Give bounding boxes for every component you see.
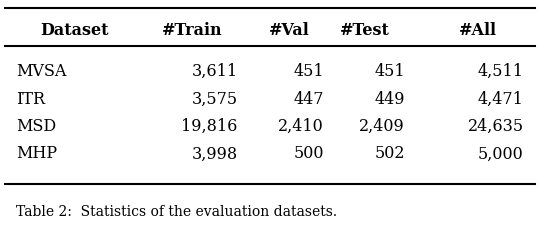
Text: 451: 451 [374,63,405,80]
Text: #Test: #Test [340,22,389,39]
Text: 3,611: 3,611 [192,63,238,80]
Text: #All: #All [459,22,497,39]
Text: MHP: MHP [16,145,57,162]
Text: #Train: #Train [161,22,222,39]
Text: 19,816: 19,816 [181,118,238,134]
Text: 5,000: 5,000 [478,145,524,162]
Text: 3,998: 3,998 [192,145,238,162]
Text: 447: 447 [294,90,324,107]
Text: MSD: MSD [16,118,56,134]
Text: 449: 449 [375,90,405,107]
Text: 502: 502 [375,145,405,162]
Text: 24,635: 24,635 [468,118,524,134]
Text: Dataset: Dataset [40,22,109,39]
Text: 4,511: 4,511 [478,63,524,80]
Text: Table 2:  Statistics of the evaluation datasets.: Table 2: Statistics of the evaluation da… [16,204,338,218]
Text: MVSA: MVSA [16,63,66,80]
Text: 2,409: 2,409 [359,118,405,134]
Text: 4,471: 4,471 [478,90,524,107]
Text: 3,575: 3,575 [192,90,238,107]
Text: 2,410: 2,410 [278,118,324,134]
Text: ITR: ITR [16,90,45,107]
Text: 451: 451 [293,63,324,80]
Text: #Val: #Val [268,22,309,39]
Text: 500: 500 [294,145,324,162]
